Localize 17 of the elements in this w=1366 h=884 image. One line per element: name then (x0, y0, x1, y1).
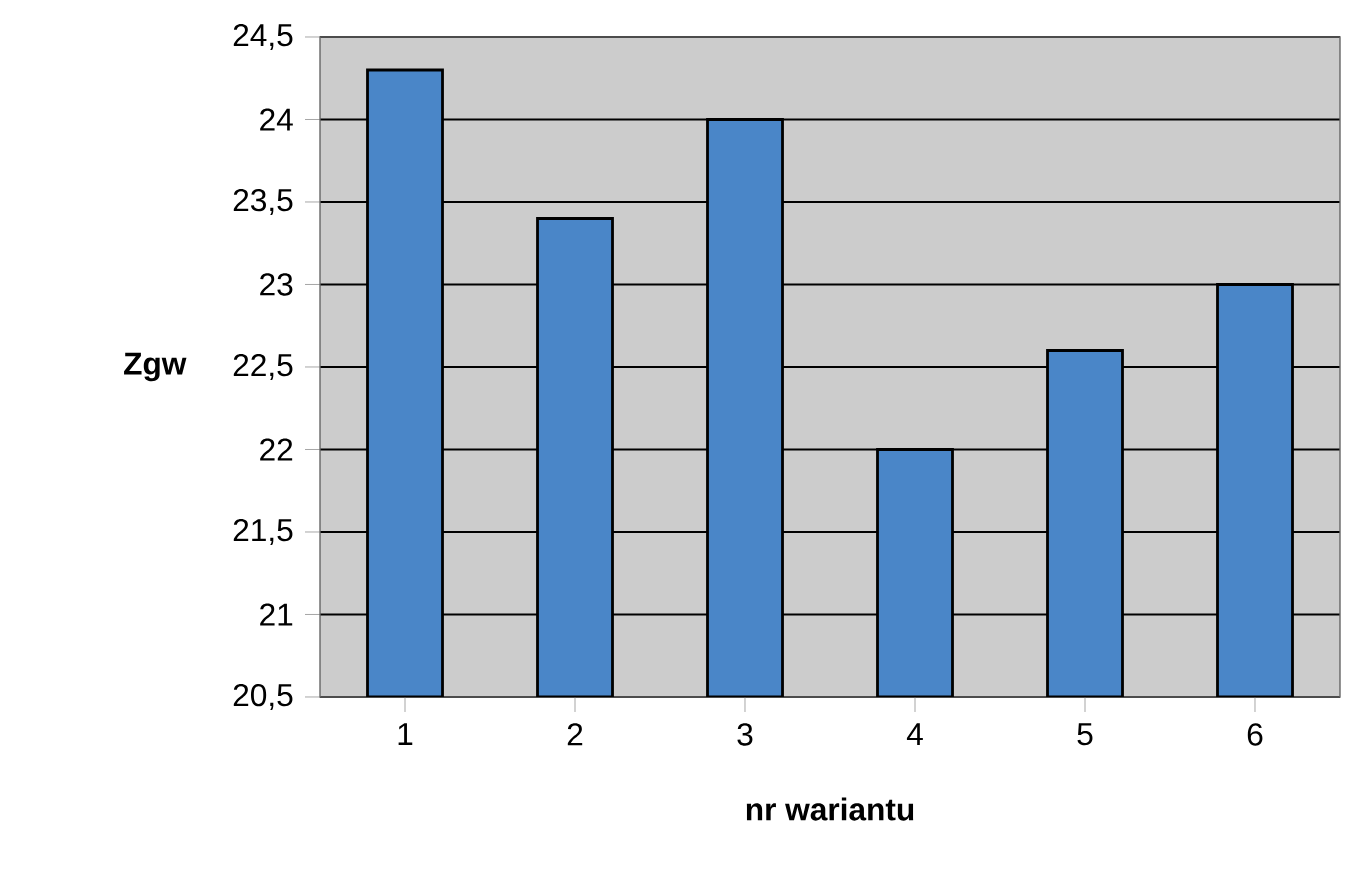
y-tick-label: 21 (260, 603, 293, 626)
y-tick-label: 24 (260, 108, 293, 131)
y-tick-label: 24,5 (233, 23, 293, 51)
y-tick-label: 23 (260, 273, 293, 296)
x-tick-label: 2 (567, 723, 583, 746)
y-tick-label: 20,5 (233, 683, 293, 711)
x-tick-label: 6 (1247, 723, 1263, 746)
x-axis-title: nr wariantu (746, 797, 914, 821)
y-tick-label: 23,5 (233, 188, 293, 216)
x-tick-label: 5 (1077, 723, 1093, 746)
x-tick-label: 3 (737, 723, 753, 746)
y-tick-label: 22 (260, 438, 293, 461)
y-axis-title: Zgw (124, 352, 187, 382)
x-tick-label: 4 (906, 723, 923, 745)
y-tick-label: 22,5 (233, 353, 293, 381)
x-tick-label: 1 (398, 723, 413, 745)
y-tick-label: 21,5 (233, 518, 293, 546)
